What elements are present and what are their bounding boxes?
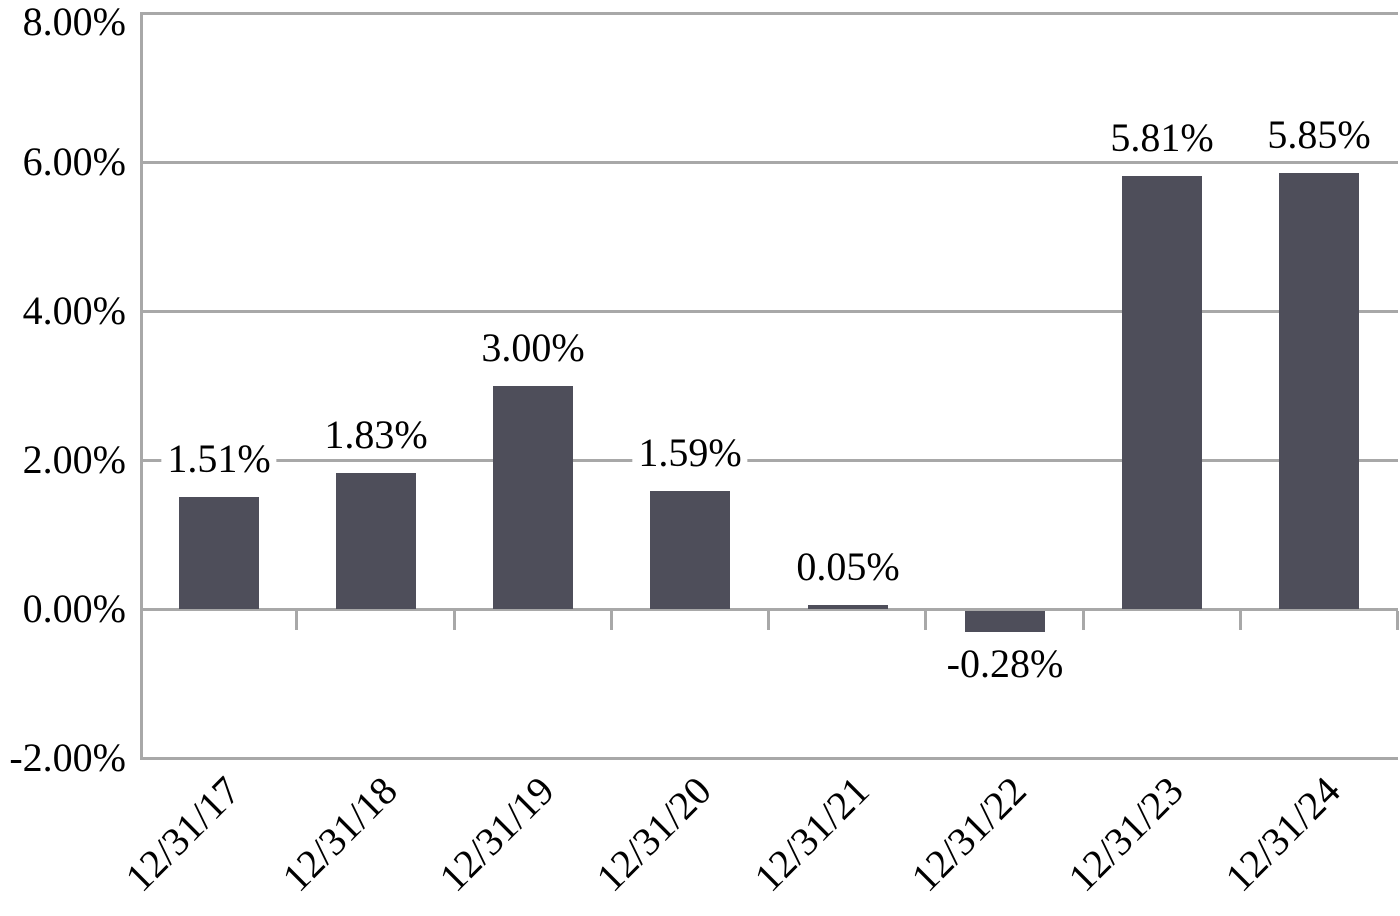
bar: [650, 491, 730, 609]
x-axis-tick: [1239, 611, 1242, 630]
x-axis-tick: [767, 611, 770, 630]
x-axis-label: 12/31/23: [1059, 767, 1192, 901]
x-axis-tick: [1396, 611, 1399, 630]
x-axis-label: 12/31/24: [1216, 767, 1349, 901]
zero-axis-line: [140, 608, 1398, 611]
y-axis-label: 0.00%: [22, 586, 126, 631]
y-axis-line: [140, 12, 143, 759]
y-axis-label: -2.00%: [9, 735, 126, 780]
bar: [336, 473, 416, 609]
x-axis-label: 12/31/22: [902, 767, 1035, 901]
bar-value-label: 1.51%: [161, 437, 277, 481]
gridline: [140, 757, 1398, 760]
bar: [179, 497, 259, 609]
bar-value-label: 3.00%: [475, 326, 591, 370]
bar: [493, 386, 573, 609]
bar: [808, 605, 888, 609]
bar-value-label: -0.28%: [940, 642, 1070, 686]
gridline: [140, 161, 1398, 164]
y-axis-label: 4.00%: [22, 288, 126, 333]
bar: [965, 611, 1045, 632]
gridline: [140, 12, 1398, 15]
x-axis-tick: [610, 611, 613, 630]
x-axis-tick: [924, 611, 927, 630]
bar-value-label: 0.05%: [790, 545, 906, 589]
bar-value-label: 5.81%: [1104, 116, 1220, 160]
x-axis-label: 12/31/18: [273, 767, 406, 901]
bar: [1122, 176, 1202, 609]
bar-value-label: 5.85%: [1261, 113, 1377, 157]
x-axis-tick: [1082, 611, 1085, 630]
x-axis-label: 12/31/21: [745, 767, 878, 901]
x-axis-label: 12/31/17: [116, 767, 249, 901]
y-axis-label: 8.00%: [22, 0, 126, 44]
bar-value-label: 1.59%: [632, 431, 748, 475]
x-axis-label: 12/31/20: [587, 767, 720, 901]
x-axis-tick: [453, 611, 456, 630]
bar-value-label: 1.83%: [318, 413, 434, 457]
bar: [1279, 173, 1359, 609]
y-axis-label: 2.00%: [22, 437, 126, 482]
x-axis-label: 12/31/19: [430, 767, 563, 901]
y-axis-label: 6.00%: [22, 139, 126, 184]
gridline: [140, 459, 1398, 462]
gridline: [140, 310, 1398, 313]
x-axis-tick: [295, 611, 298, 630]
